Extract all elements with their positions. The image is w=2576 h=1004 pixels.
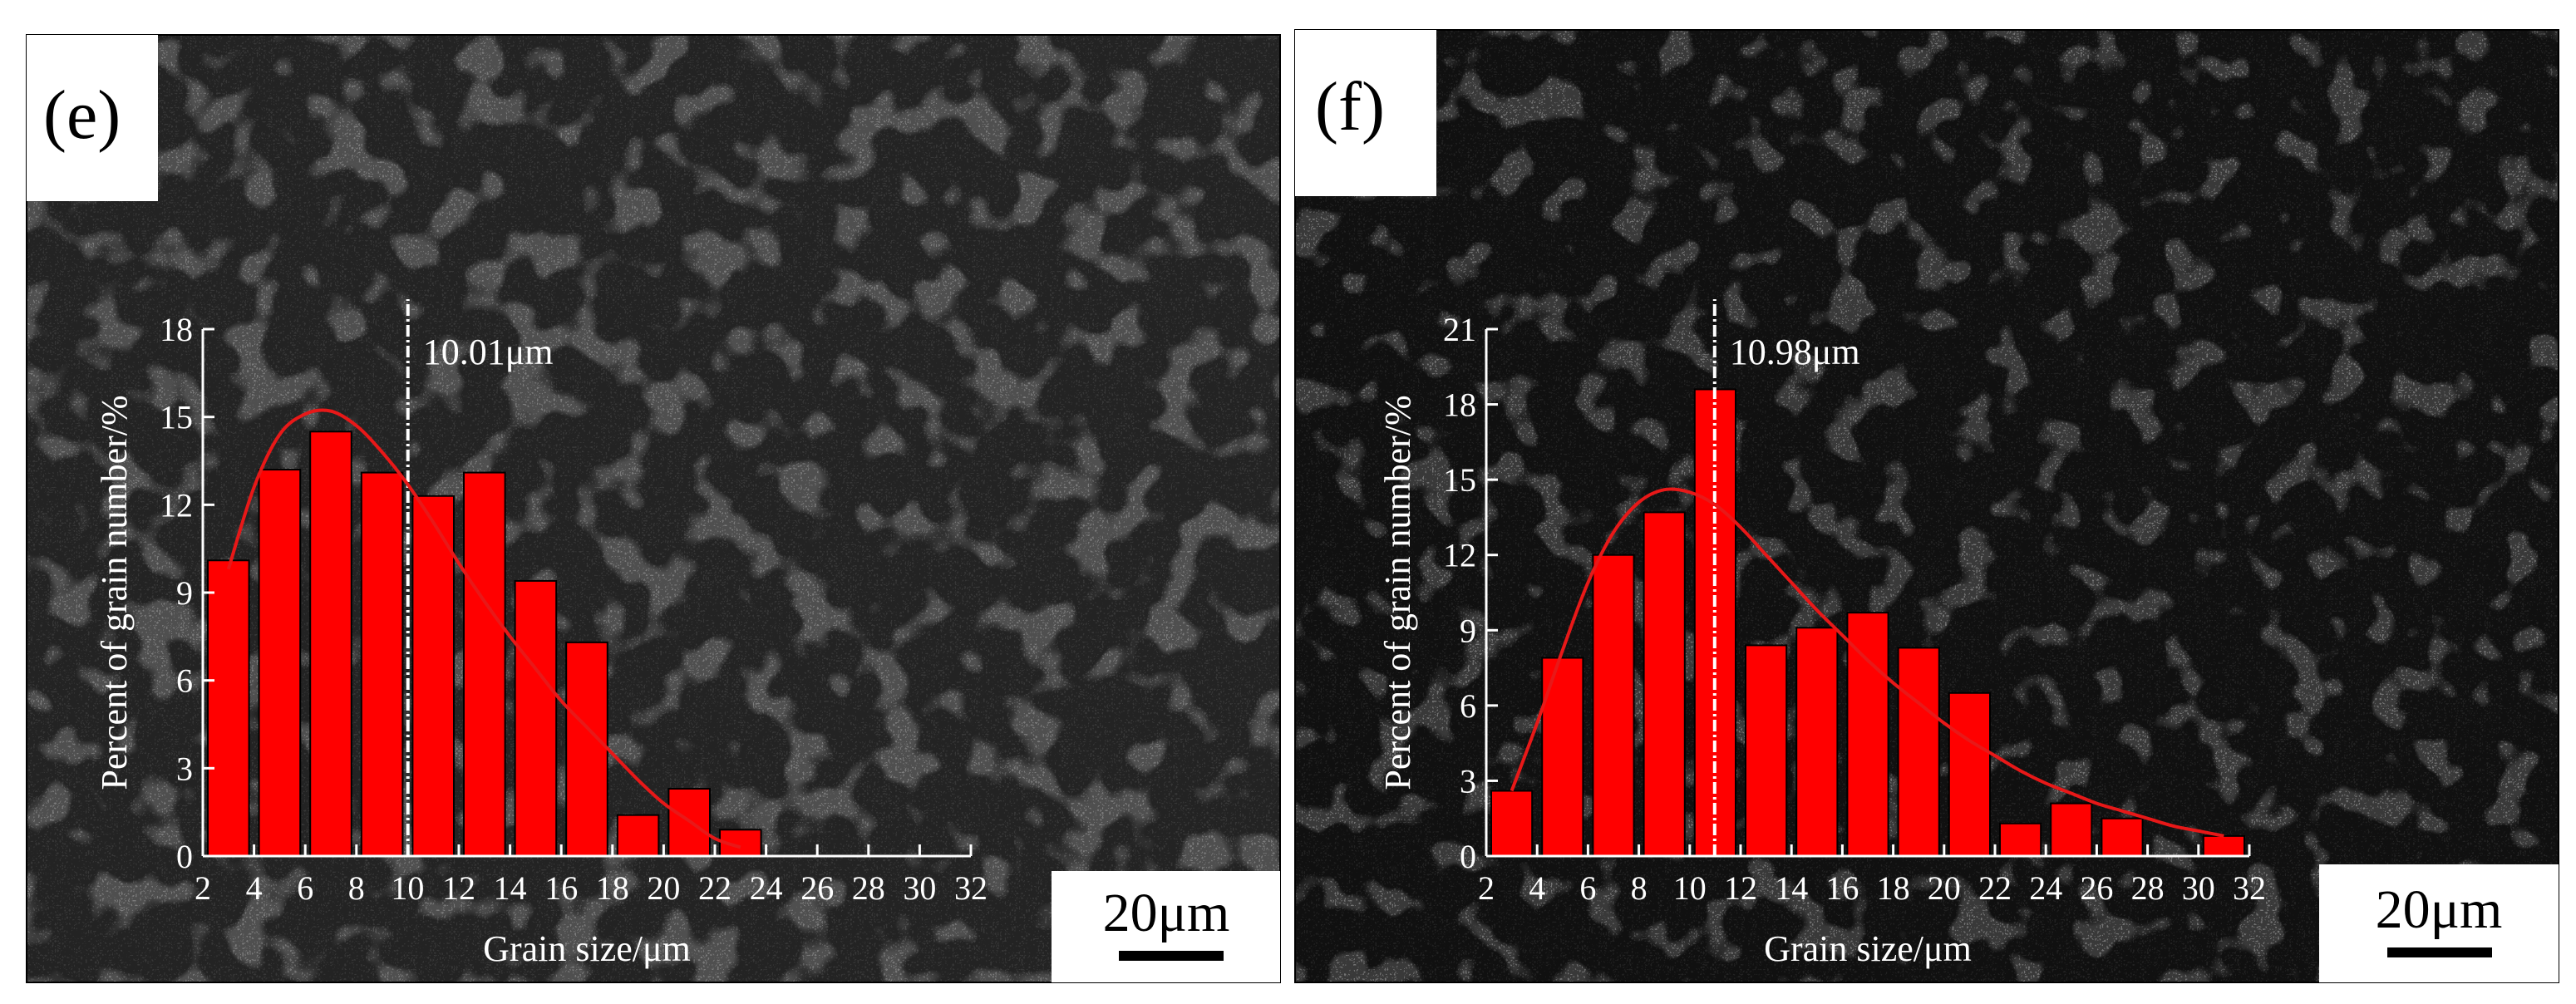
panel-label-box-f	[1295, 30, 1436, 196]
y-tick-label-6: 18	[160, 311, 193, 348]
x-tick-label-1: 4	[246, 869, 263, 907]
x-tick-label-0: 2	[1478, 869, 1495, 907]
panel-label-f: (f)	[1315, 68, 1385, 145]
y-tick-label-0: 0	[1460, 838, 1476, 875]
bar-3	[360, 471, 404, 857]
x-tick-label-7: 16	[1825, 869, 1859, 907]
scale-bar-f: 20μm	[2319, 864, 2559, 982]
bar-7	[565, 641, 608, 858]
x-axis-title: Grain size/μm	[483, 928, 691, 969]
x-tick-label-12: 26	[800, 869, 834, 907]
bar-12	[2101, 817, 2144, 858]
x-tick-label-14: 30	[903, 869, 936, 907]
x-tick-label-7: 16	[544, 869, 578, 907]
y-tick-label-6: 18	[1443, 386, 1476, 424]
scale-bar-box-f	[2319, 864, 2559, 982]
y-tick-label-4: 12	[1443, 537, 1476, 574]
y-tick-label-5: 15	[160, 399, 193, 436]
bar-8	[1897, 647, 1940, 858]
bar-9	[1948, 691, 1992, 857]
bar-0	[207, 559, 250, 857]
bar-11	[2050, 802, 2093, 857]
x-tick-label-3: 8	[1631, 869, 1648, 907]
x-tick-label-10: 22	[1978, 869, 2012, 907]
x-tick-label-5: 12	[1724, 869, 1757, 907]
scale-bar-line-e	[1119, 951, 1224, 961]
x-tick-label-11: 24	[2029, 869, 2062, 907]
x-tick-label-9: 20	[1928, 869, 1961, 907]
y-tick-label-3: 9	[1460, 612, 1476, 649]
bar-4	[411, 495, 455, 857]
x-tick-label-12: 26	[2080, 869, 2113, 907]
x-tick-label-4: 10	[391, 869, 424, 907]
y-tick-label-2: 6	[1460, 687, 1476, 725]
scale-bar-label-f: 20μm	[2376, 879, 2503, 940]
y-tick-label-2: 6	[176, 662, 193, 700]
x-tick-label-2: 6	[1579, 869, 1596, 907]
scale-bar-box-e	[1052, 871, 1280, 982]
x-tick-label-3: 8	[348, 869, 365, 907]
scale-bar-e: 20μm	[1052, 871, 1280, 982]
bar-2	[309, 431, 352, 857]
y-axis-title: Percent of grain number/%	[1377, 395, 1418, 790]
y-tick-label-5: 15	[1443, 461, 1476, 499]
bar-6	[1795, 627, 1839, 857]
scale-bar-label-e: 20μm	[1103, 883, 1230, 943]
x-tick-label-2: 6	[297, 869, 313, 907]
panel-label-e: (e)	[43, 76, 121, 154]
x-axis-title: Grain size/μm	[1764, 928, 1972, 969]
bar-3	[1643, 511, 1686, 858]
bar-2	[1592, 554, 1635, 857]
bar-1	[258, 469, 302, 857]
y-tick-label-7: 21	[1443, 311, 1476, 348]
panel-label-box-e	[27, 35, 158, 201]
x-tick-label-6: 14	[494, 869, 527, 907]
y-tick-label-0: 0	[176, 838, 193, 875]
x-tick-label-1: 4	[1529, 869, 1545, 907]
x-tick-label-10: 22	[698, 869, 731, 907]
x-tick-label-13: 28	[852, 869, 885, 907]
mean-line-label: 10.01μm	[423, 332, 554, 372]
mean-line-label: 10.98μm	[1730, 332, 1860, 372]
x-tick-label-15: 32	[2233, 869, 2266, 907]
x-tick-label-5: 12	[442, 869, 475, 907]
y-tick-label-1: 3	[176, 750, 193, 787]
fit-curve	[1510, 487, 2224, 838]
x-tick-label-8: 18	[1877, 869, 1910, 907]
x-tick-label-4: 10	[1673, 869, 1707, 907]
bar-0	[1490, 790, 1534, 857]
x-tick-label-11: 24	[750, 869, 783, 907]
bar-5	[1745, 644, 1788, 858]
bar-13	[2202, 834, 2246, 857]
scale-bar-line-f	[2387, 947, 2492, 957]
y-axis-title: Percent of grain number/%	[94, 395, 135, 790]
y-tick-label-1: 3	[1460, 762, 1476, 800]
x-tick-label-6: 14	[1775, 869, 1808, 907]
x-tick-label-13: 28	[2131, 869, 2165, 907]
fit-curve	[226, 408, 741, 849]
x-tick-label-9: 20	[647, 869, 680, 907]
bar-10	[1999, 822, 2042, 857]
x-tick-label-8: 18	[596, 869, 629, 907]
x-tick-label-15: 32	[954, 869, 988, 907]
x-tick-label-0: 2	[195, 869, 211, 907]
x-tick-label-14: 30	[2182, 869, 2215, 907]
y-tick-label-3: 9	[176, 574, 193, 612]
y-tick-label-4: 12	[160, 486, 193, 524]
bar-8	[616, 814, 660, 858]
bar-5	[463, 471, 506, 857]
bar-6	[514, 579, 558, 858]
bar-7	[1846, 612, 1889, 858]
